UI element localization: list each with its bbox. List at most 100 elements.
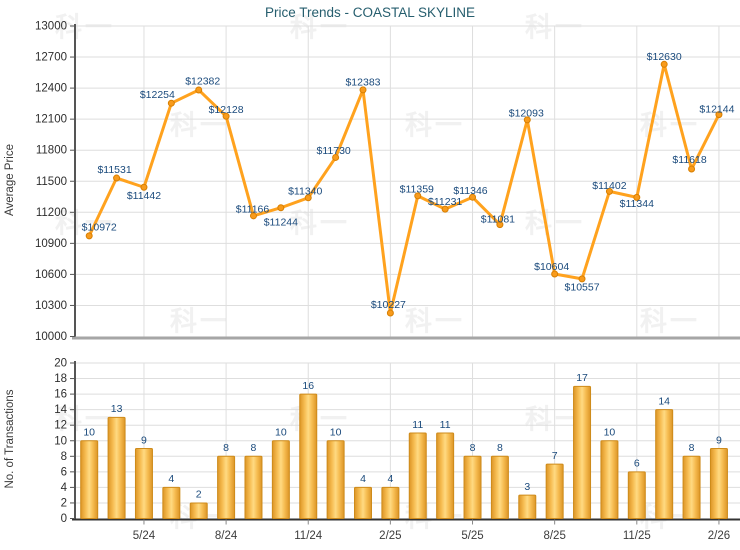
price-point-label: $11730 — [316, 145, 350, 157]
price-point-label: $11081 — [481, 213, 515, 225]
price-point-marker — [660, 60, 668, 68]
transaction-bar — [107, 416, 126, 519]
transaction-bar — [682, 455, 701, 519]
transaction-bar — [80, 440, 99, 519]
price-point-label: $10972 — [82, 222, 117, 234]
transaction-bar — [436, 432, 455, 520]
price-point-label: $11244 — [264, 217, 298, 229]
price-point-label: $11340 — [288, 186, 322, 198]
watermark-text: 科一 — [55, 12, 115, 43]
price-point-marker — [113, 174, 121, 182]
bar-value-label: 8 — [251, 442, 257, 454]
volume-y-tick-label: 12 — [54, 420, 67, 432]
price-point-label: $11618 — [672, 154, 706, 166]
watermark-text: 科一 — [290, 208, 350, 239]
price-y-tick-label: 12400 — [35, 83, 67, 95]
bar-value-label: 10 — [604, 427, 616, 439]
price-point-label: $12382 — [185, 76, 220, 88]
price-point-label: $11344 — [620, 198, 654, 210]
price-point-label: $12383 — [345, 77, 380, 89]
volume-y-tick-label: 14 — [54, 404, 67, 416]
price-point-marker — [523, 116, 531, 124]
transaction-bar — [655, 409, 674, 519]
price-point-label: $12144 — [699, 103, 734, 115]
bar-value-label: 14 — [658, 395, 670, 407]
price-point-marker — [715, 111, 723, 119]
bar-value-label: 17 — [576, 372, 588, 384]
bar-value-label: 3 — [524, 481, 530, 493]
price-y-tick-label: 12100 — [35, 114, 67, 126]
price-point-marker — [195, 86, 203, 94]
volume-x-tick-label: 8/25 — [543, 530, 565, 542]
price-point-marker — [688, 165, 696, 173]
transaction-bar — [189, 502, 208, 520]
volume-y-tick-label: 4 — [61, 482, 68, 494]
watermark-text: 科一 — [170, 110, 230, 141]
transaction-bar — [545, 463, 564, 520]
price-point-label: $11531 — [97, 164, 131, 176]
price-point-marker — [277, 204, 285, 212]
transaction-bar — [271, 440, 290, 519]
transaction-bar — [518, 494, 537, 519]
transaction-bar — [244, 455, 263, 519]
price-y-tick-label: 11800 — [36, 145, 67, 157]
price-point-marker — [469, 193, 477, 201]
price-point-marker — [441, 205, 449, 213]
price-point-label: $11359 — [400, 184, 434, 196]
price-point-marker — [85, 232, 93, 240]
price-point-label: $10557 — [565, 282, 600, 294]
price-y-tick-label: 11500 — [36, 176, 67, 188]
volume-x-tick-label: 11/24 — [294, 530, 323, 542]
watermark-text: 科一 — [525, 12, 585, 43]
price-point-marker — [578, 275, 586, 283]
transaction-bar — [600, 440, 619, 519]
price-point-marker — [496, 221, 504, 229]
price-y-tick-label: 10300 — [35, 300, 67, 312]
price-point-label: $10604 — [534, 261, 569, 273]
transaction-bar — [326, 440, 345, 519]
volume-y-tick-label: 6 — [61, 466, 67, 478]
bar-value-label: 4 — [360, 473, 366, 485]
transaction-bar — [463, 455, 482, 519]
price-point-label: $11166 — [236, 204, 270, 216]
price-point-marker — [551, 270, 559, 278]
watermark-text: 科一 — [525, 208, 585, 239]
volume-y-tick-label: 0 — [61, 513, 67, 525]
price-point-marker — [222, 112, 230, 120]
price-point-label: $11402 — [592, 180, 626, 192]
bar-value-label: 8 — [689, 442, 695, 454]
price-point-label: $11442 — [127, 190, 161, 202]
price-y-tick-label: 12700 — [35, 52, 67, 64]
transaction-bar — [408, 432, 427, 520]
watermark-text: 科一 — [405, 306, 465, 337]
volume-x-tick-label: 11/25 — [623, 530, 651, 542]
price-y-tick-label: 10000 — [35, 331, 67, 343]
bar-value-label: 9 — [716, 434, 722, 446]
price-y-tick-label: 11200 — [36, 207, 67, 219]
price-point-marker — [332, 153, 340, 161]
price-point-label: $11346 — [453, 185, 487, 197]
volume-x-tick-label: 8/24 — [215, 530, 238, 542]
price-point-marker — [249, 212, 257, 220]
watermark-text: 科一 — [170, 306, 230, 337]
price-y-tick-label: 10900 — [35, 238, 67, 250]
price-point-marker — [167, 99, 175, 107]
volume-y-tick-label: 2 — [61, 497, 67, 509]
watermark-text: 科一 — [640, 306, 700, 337]
bar-value-label: 8 — [497, 442, 503, 454]
price-point-label: $11231 — [428, 196, 462, 208]
bar-value-label: 4 — [168, 473, 174, 485]
price-point-marker — [359, 86, 367, 94]
transaction-bar — [354, 486, 372, 519]
bar-value-label: 11 — [440, 419, 451, 431]
price-point-marker — [605, 187, 613, 195]
price-y-tick-label: 13000 — [35, 21, 67, 33]
bar-value-label: 9 — [141, 434, 147, 446]
volume-x-tick-label: 2/25 — [379, 530, 401, 542]
price-line-series — [87, 62, 721, 315]
bar-value-label: 8 — [470, 442, 476, 454]
transaction-bar — [162, 486, 181, 519]
volume-x-tick-label: 5/24 — [133, 530, 156, 542]
